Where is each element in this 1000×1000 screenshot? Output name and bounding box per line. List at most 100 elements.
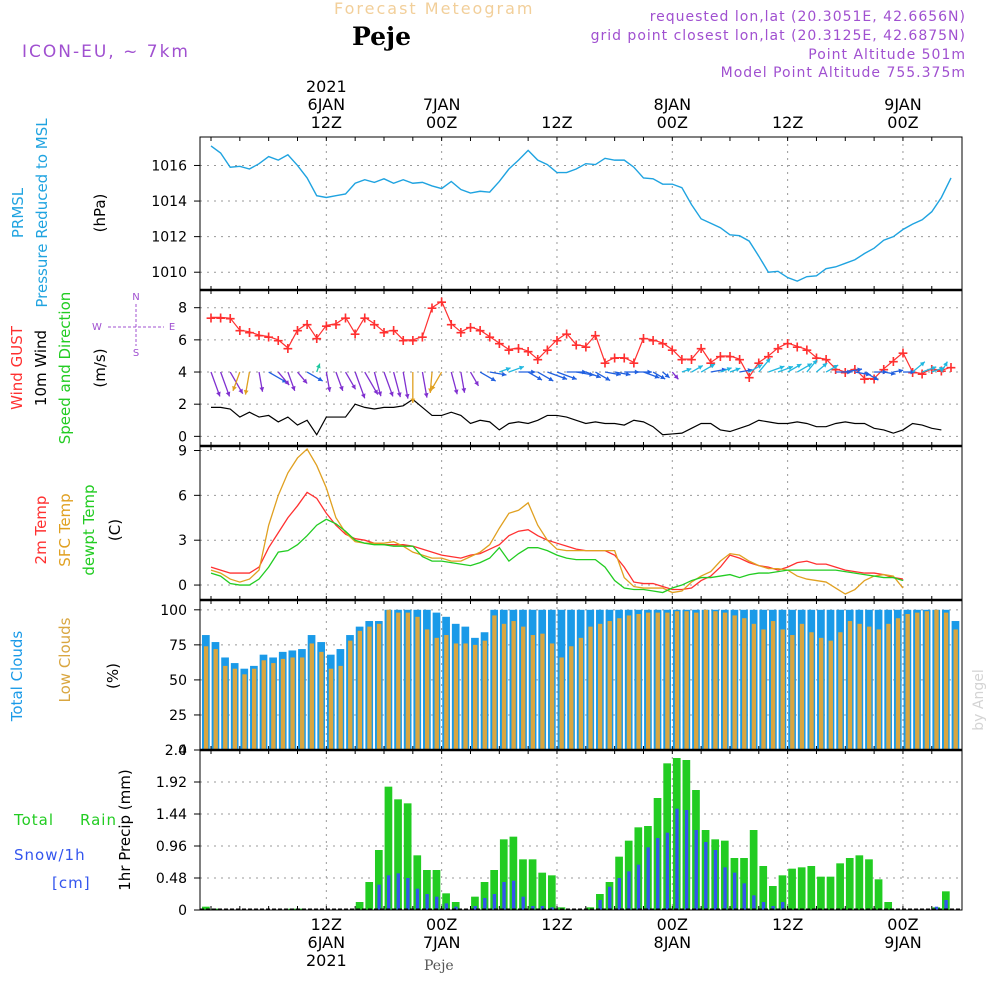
- gust-point: +: [263, 330, 275, 346]
- low-clouds-bar: [847, 621, 853, 750]
- y-tick-label: 1.92: [156, 775, 187, 791]
- rain-bar: [423, 870, 431, 910]
- wind-arrow-head: [873, 375, 879, 381]
- low-clouds-bar: [300, 657, 305, 750]
- snow-bar: [684, 810, 689, 910]
- gust-point: +: [666, 343, 678, 359]
- pressure-line: [210, 145, 952, 282]
- low-clouds-bar: [501, 623, 507, 750]
- snow-bar: [934, 906, 939, 910]
- gust-label: Wind GUST: [8, 325, 26, 410]
- rain-bar: [817, 876, 825, 910]
- gust-point: +: [311, 331, 323, 347]
- rain-bar: [836, 863, 844, 910]
- wind-arrow-head: [326, 386, 332, 392]
- gust-point: +: [253, 328, 265, 344]
- y-tick-label: 1016: [151, 158, 187, 174]
- rain-bar: [499, 839, 508, 910]
- top-time-label-line3: 12Z: [311, 113, 342, 132]
- wind-arrow-head: [360, 393, 366, 399]
- temp-2m-label: 2m Temp: [32, 496, 50, 565]
- gust-point: +: [618, 351, 630, 367]
- low-clouds-bar: [790, 635, 795, 750]
- y-tick-label: 3: [178, 533, 187, 549]
- y-tick-label: 75: [169, 638, 187, 654]
- low-clouds-bar: [607, 621, 612, 750]
- snow-bar: [473, 906, 477, 910]
- snow-bar: [723, 867, 727, 910]
- snow-bar: [502, 882, 506, 910]
- gust-point: +: [647, 333, 659, 349]
- wind-arrow-head: [806, 363, 812, 368]
- wind-arrow-head: [943, 361, 948, 367]
- rain-bar: [413, 855, 422, 910]
- snow-bar: [540, 906, 545, 910]
- top-time-label-line3: 00Z: [657, 113, 688, 132]
- low-clouds-bar: [597, 623, 603, 750]
- wind-arrow-head: [377, 391, 383, 397]
- low-clouds-bar: [646, 612, 651, 750]
- rain-bar: [490, 870, 498, 910]
- snow-bar: [531, 906, 535, 910]
- gust-point: +: [839, 365, 851, 381]
- rain-bar: [471, 896, 479, 910]
- snow-bar: [732, 872, 737, 910]
- wind-arrow-head: [939, 366, 944, 372]
- snow-bar: [704, 842, 708, 910]
- low-clouds-bar: [857, 623, 862, 750]
- snow-bar: [435, 896, 439, 910]
- low-clouds-bar: [213, 649, 218, 750]
- gust-point: +: [369, 317, 381, 333]
- gust-point: +: [561, 326, 573, 342]
- low-clouds-bar: [232, 668, 238, 750]
- low-clouds-bar: [818, 637, 824, 750]
- wind-arrow-head: [890, 370, 896, 376]
- temp-frame: [199, 445, 963, 601]
- top-time-label-line3: 12Z: [541, 113, 572, 132]
- dewpt-temp-line: [210, 518, 904, 594]
- wind-arrow-head: [931, 366, 937, 371]
- bottom-time-label-line2: 7JAN: [423, 933, 461, 952]
- low-clouds-bar: [924, 611, 930, 750]
- wind-arrow-head: [812, 359, 818, 365]
- low-clouds-bar: [915, 612, 920, 750]
- low-clouds-label: Low Clouds: [56, 617, 74, 702]
- low-clouds-bar: [578, 637, 584, 750]
- gust-point: +: [945, 360, 957, 376]
- low-clouds-bar: [867, 626, 872, 750]
- gust-point: +: [330, 317, 342, 333]
- wind-direction-arrow: [354, 371, 366, 399]
- wind-arrow-head: [735, 367, 741, 373]
- gust-point: +: [455, 325, 467, 341]
- low-clouds-bar: [415, 616, 420, 750]
- gust-point: +: [811, 351, 823, 367]
- wind-arrow-head: [747, 368, 753, 373]
- wind-arrow-head: [562, 375, 568, 380]
- snow-bar: [608, 886, 612, 910]
- rain-bar: [749, 830, 758, 910]
- snow-bar: [781, 902, 785, 910]
- gust-point: +: [599, 355, 611, 371]
- gust-point: +: [743, 370, 755, 386]
- snow-bar: [771, 906, 775, 910]
- gust-point: +: [417, 330, 429, 346]
- wind-direction-arrow: [402, 371, 409, 399]
- low-clouds-bar: [886, 623, 891, 750]
- top-time-label-line2: 6JAN: [308, 95, 346, 114]
- y-tick-label: 9: [178, 443, 187, 459]
- wind-arrow-head: [404, 393, 410, 399]
- gust-point: +: [830, 362, 842, 378]
- wind-arrow-head: [857, 367, 863, 373]
- wind-arrow-head: [709, 364, 715, 369]
- y-tick-label: 4: [178, 365, 187, 381]
- model-label: ICON-EU, ~ 7km: [22, 42, 190, 62]
- temp-panel: 0 3 6 9: [178, 443, 962, 600]
- gust-point: +: [897, 346, 909, 362]
- rain-bar: [509, 836, 518, 910]
- wind-arrow-head: [216, 391, 221, 397]
- wind-unit: (m/s): [91, 348, 109, 387]
- temp-2m-line: [210, 491, 904, 591]
- pressure-frame: [199, 136, 963, 291]
- rain-bar: [769, 886, 777, 910]
- low-clouds-bar: [895, 618, 901, 750]
